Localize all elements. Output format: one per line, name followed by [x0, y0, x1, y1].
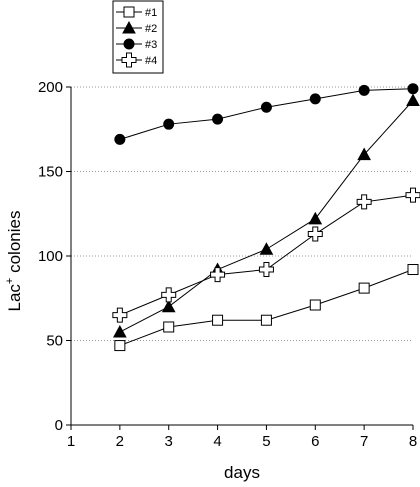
legend-box: [112, 0, 164, 74]
legend-item: #4: [116, 52, 157, 68]
data-point-triangle: [406, 93, 420, 107]
data-point-triangle: [113, 325, 127, 338]
data-point-triangle: [259, 242, 274, 255]
y-axis-title-prefix: Lac: [5, 284, 24, 312]
series-4: [112, 187, 420, 323]
series-group: [112, 83, 420, 352]
gridlines: [71, 86, 413, 341]
legend-item: #2: [116, 20, 157, 35]
legend: #1 #2 #3 #4: [112, 0, 164, 74]
x-tick-label: 1: [67, 433, 75, 450]
x-tick-label: 2: [116, 433, 124, 450]
data-point-circle: [407, 83, 419, 95]
y-tick-label: 100: [38, 248, 63, 265]
data-point-square: [114, 340, 126, 352]
data-point-square: [212, 314, 224, 326]
data-point-cross: [112, 307, 128, 323]
y-axis-title-sup: +: [4, 278, 16, 284]
x-tick-label: 5: [262, 433, 270, 450]
legend-label: #3: [145, 39, 157, 51]
data-point-circle: [212, 113, 224, 125]
data-point-circle: [309, 93, 321, 105]
y-tick-label: 200: [38, 79, 63, 96]
y-tick-label: 50: [46, 333, 63, 350]
x-tick-label: 3: [165, 433, 173, 450]
data-point-square: [309, 299, 321, 311]
x-tick-label: 8: [409, 433, 417, 450]
x-tick-label: 7: [360, 433, 368, 450]
data-point-cross: [121, 52, 137, 68]
y-axis-title-suffix: colonies: [5, 211, 24, 278]
x-tick-label: 6: [311, 433, 319, 450]
y-tick-label: 150: [38, 164, 63, 181]
data-point-triangle: [161, 299, 176, 313]
data-point-cross: [210, 267, 226, 283]
series-2: [113, 93, 420, 338]
legend-label: #4: [145, 55, 157, 67]
series-line: [119, 269, 414, 347]
legend-item: #3: [116, 38, 157, 51]
series-1: [114, 264, 419, 352]
data-point-cross: [405, 187, 420, 203]
data-point-square: [123, 6, 135, 18]
data-point-triangle: [122, 20, 136, 34]
data-point-triangle: [357, 147, 371, 161]
data-point-cross: [258, 262, 274, 278]
data-point-circle: [163, 118, 175, 130]
data-point-square: [260, 314, 272, 326]
series-3: [114, 83, 419, 145]
data-point-circle: [358, 84, 370, 96]
series-line: [119, 88, 414, 140]
y-axis-title: Lac+ colonies: [4, 211, 24, 312]
legend-label: #2: [145, 23, 157, 35]
legend-item: #1: [116, 6, 157, 19]
legend-label: #1: [145, 7, 157, 19]
data-point-triangle: [308, 211, 323, 225]
x-tick-label: 4: [213, 433, 221, 450]
data-point-circle: [114, 133, 126, 145]
data-point-square: [358, 282, 370, 294]
data-point-circle: [123, 38, 135, 50]
y-tick-label: 0: [55, 417, 63, 434]
x-axis-title: days: [224, 463, 260, 482]
data-point-cross: [161, 287, 177, 303]
axes: 0 50 100 150 200 1 2 3 4 5 6 7 8: [38, 79, 417, 450]
data-point-cross: [307, 226, 323, 242]
data-point-cross: [356, 194, 372, 210]
data-point-circle: [260, 101, 272, 113]
data-point-square: [407, 264, 419, 276]
data-point-square: [163, 321, 175, 333]
